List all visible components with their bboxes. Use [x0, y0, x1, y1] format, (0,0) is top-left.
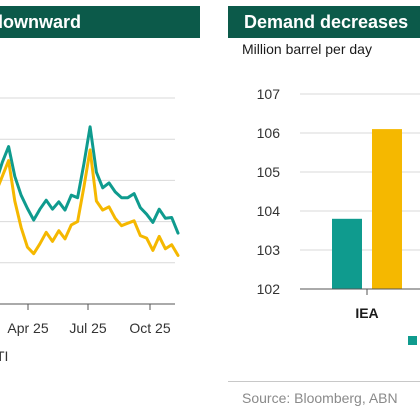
right-y-tick-label: 103	[257, 242, 281, 258]
right-y-tick-label: 102	[257, 281, 281, 297]
right-y-tick-label: 104	[257, 203, 281, 219]
right-panel-title-bar: Demand decreases	[228, 6, 420, 38]
right-bar-2	[372, 129, 402, 289]
right-bar-1	[332, 218, 362, 289]
source-note: Source: Bloomberg, ABN	[242, 390, 398, 406]
right-legend-swatch	[408, 336, 417, 345]
right-category-label: IEA	[355, 305, 378, 321]
left-x-tick-label: Jul 25	[69, 320, 107, 336]
left-panel-title: downward	[0, 12, 81, 32]
footer-divider	[228, 381, 420, 382]
left-series-1-line	[0, 125, 180, 235]
left-x-tick-label: Oct 25	[129, 320, 170, 336]
left-panel-title-bar: downward	[0, 6, 200, 38]
right-y-tick-label: 106	[257, 125, 281, 141]
left-series-2-line	[0, 148, 180, 257]
right-y-tick-label: 107	[257, 86, 281, 102]
right-panel-title: Demand decreases	[244, 12, 409, 32]
left-x-tick-label: Apr 25	[7, 320, 48, 336]
right-panel-subtitle: Million barrel per day	[242, 41, 372, 57]
right-y-tick-label: 105	[257, 164, 281, 180]
left-legend-label: TI	[0, 348, 9, 364]
